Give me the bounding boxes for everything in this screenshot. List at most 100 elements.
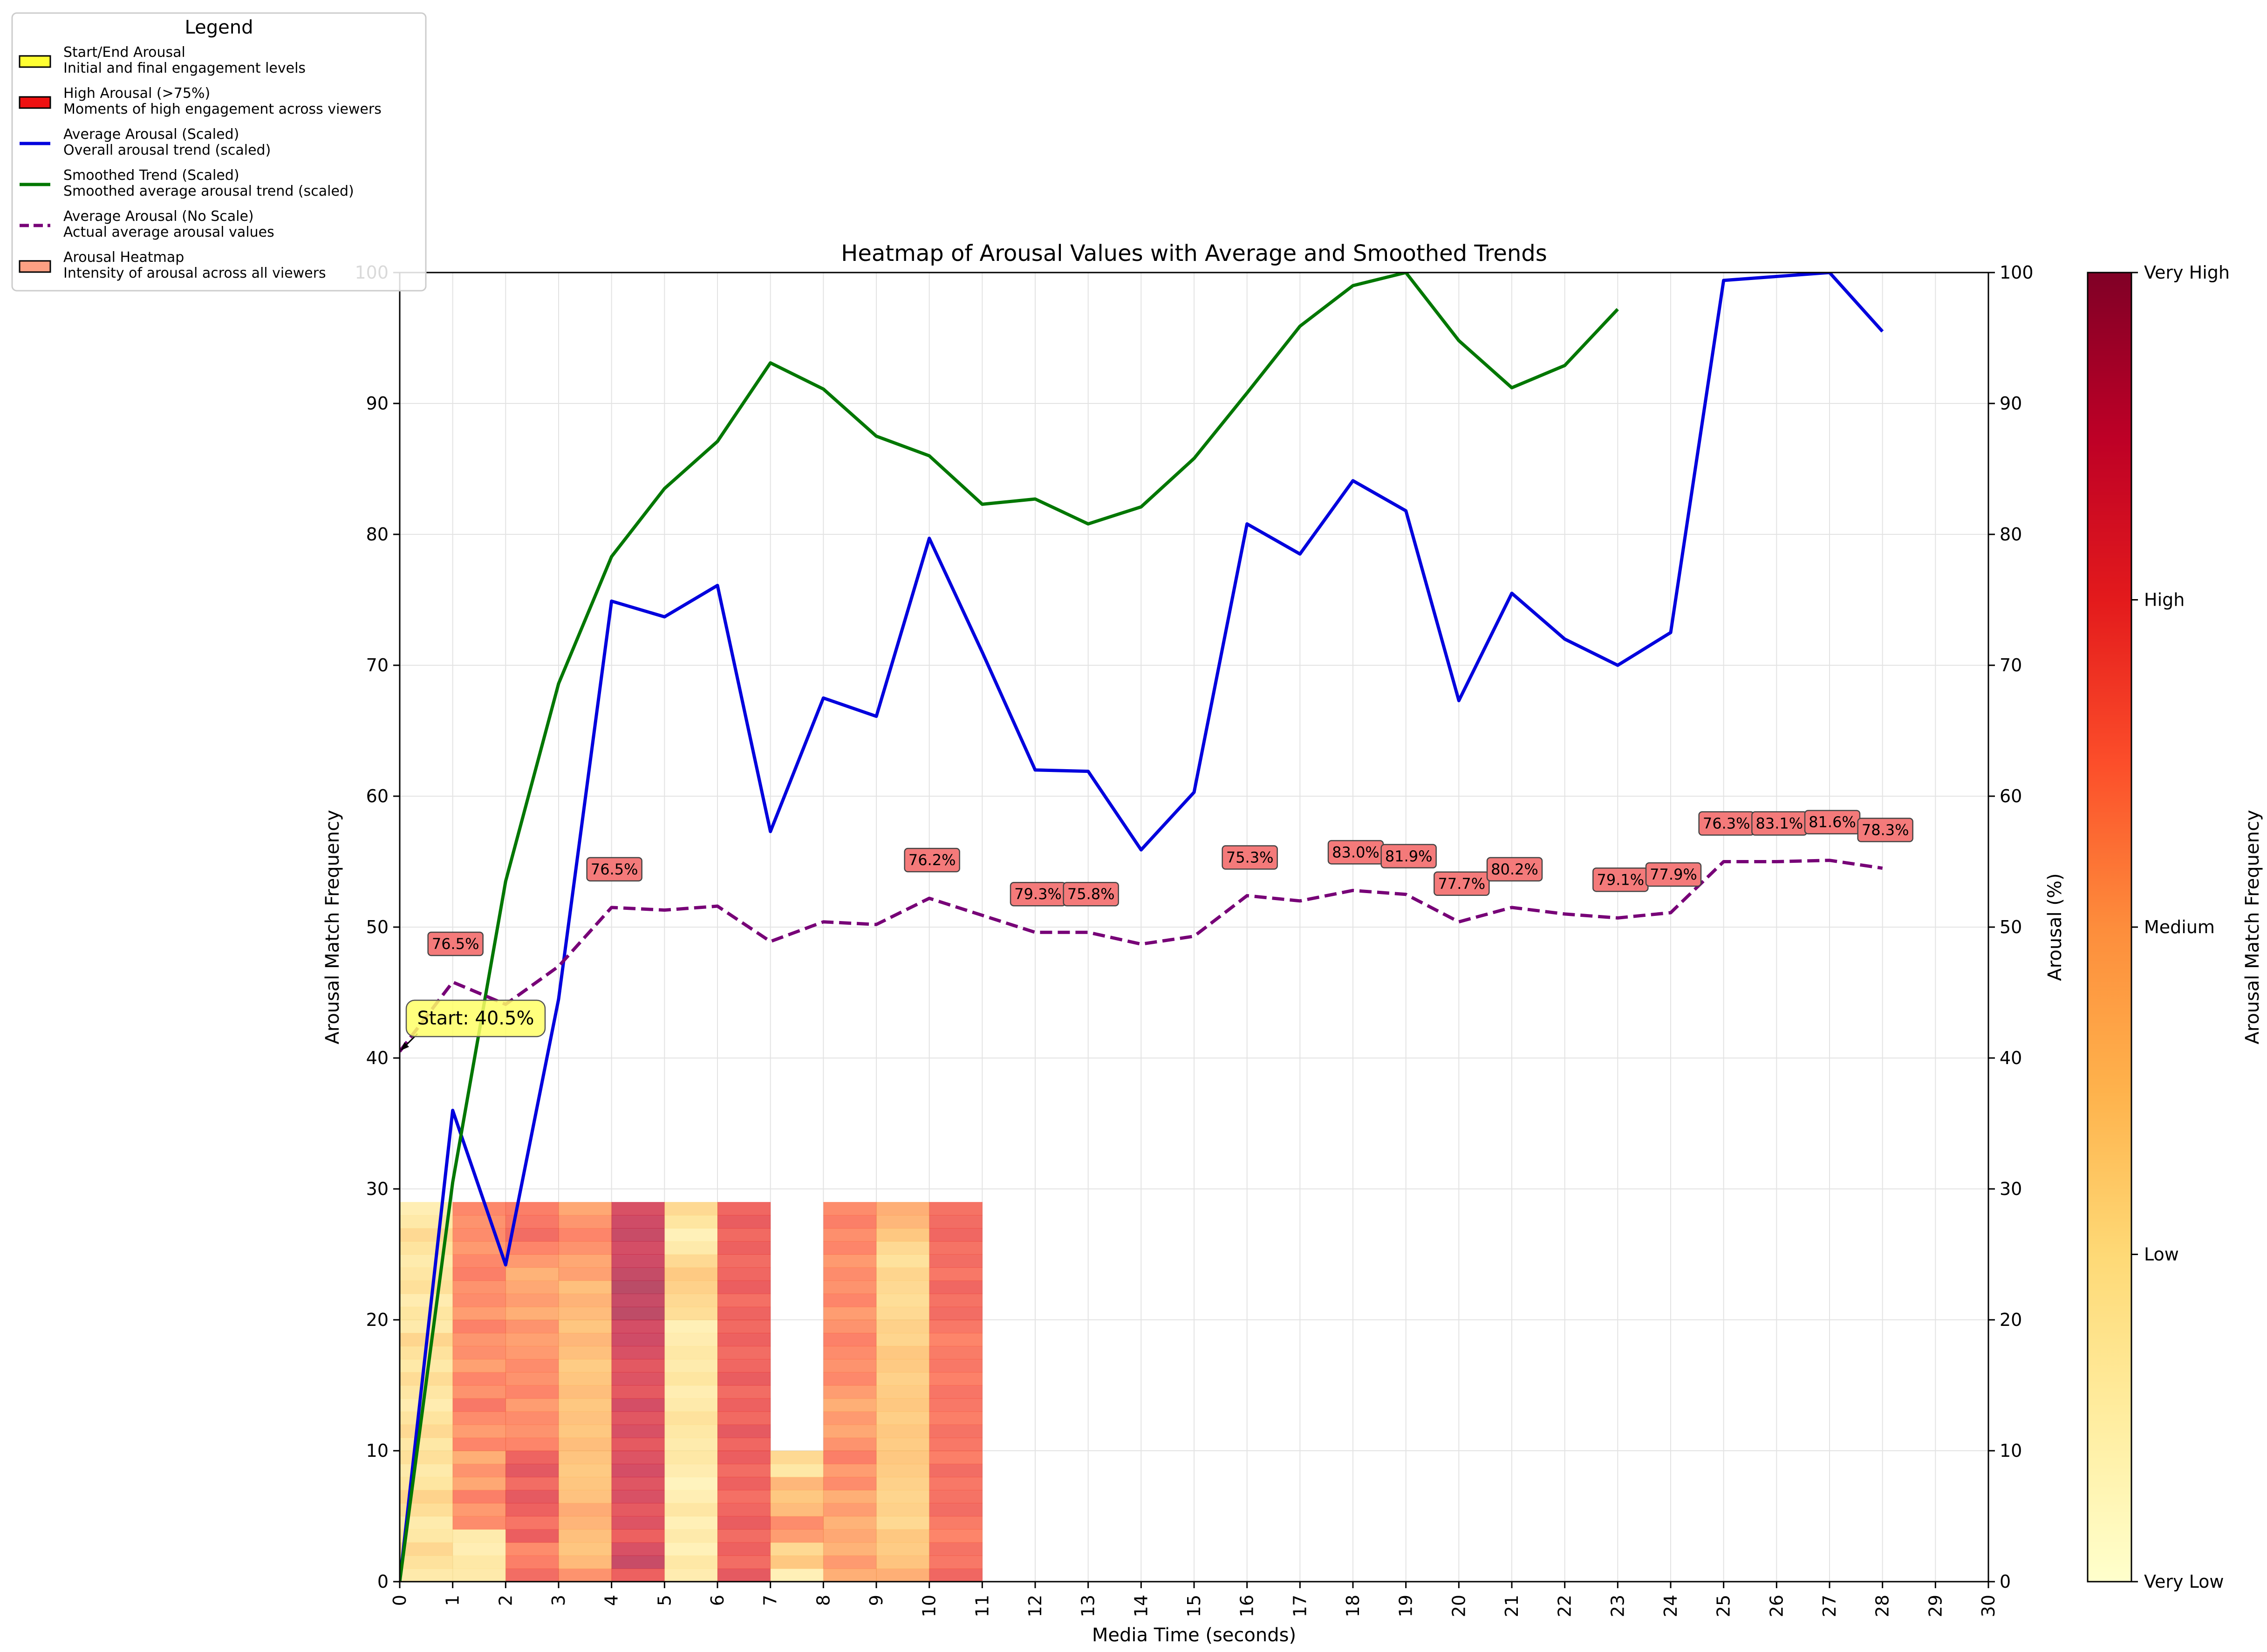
heatmap-cell	[559, 1202, 612, 1215]
heatmap-cell	[823, 1398, 877, 1412]
heatmap-cell	[452, 1215, 506, 1229]
heatmap-cell	[611, 1490, 665, 1503]
heatmap-cell	[717, 1398, 771, 1412]
legend-entry: Average Arousal (No Scale)Actual average…	[20, 208, 274, 240]
high-arousal-annotation: 81.6%	[1804, 810, 1861, 834]
series-layer	[400, 273, 1884, 1582]
heatmap-cell	[876, 1490, 930, 1503]
legend-entry: High Arousal (>75%)Moments of high engag…	[19, 85, 382, 117]
heatmap-cell	[929, 1437, 983, 1451]
legend-entry: Average Arousal (Scaled)Overall arousal …	[20, 126, 271, 158]
heatmap-cell	[770, 1477, 824, 1490]
heatmap-cell	[505, 1306, 559, 1320]
annotation-label: 76.3%	[1703, 815, 1750, 833]
heatmap-cell	[611, 1346, 665, 1359]
high-arousal-annotation: 81.9%	[1380, 844, 1437, 868]
heatmap-cell	[823, 1424, 877, 1438]
x-tick-label: 16	[1237, 1595, 1257, 1617]
heatmap-cell	[452, 1306, 506, 1320]
heatmap-cell	[611, 1228, 665, 1242]
x-tick-label: 18	[1343, 1595, 1363, 1617]
heatmap-cell	[559, 1241, 612, 1255]
heatmap-cell	[717, 1215, 771, 1229]
annotation-label: 79.1%	[1597, 871, 1645, 888]
heatmap-cell	[876, 1359, 930, 1372]
high-arousal-annotation: 76.5%	[427, 931, 484, 956]
heatmap-cell	[929, 1477, 983, 1490]
heatmap-cell	[452, 1267, 506, 1281]
heatmap-cell	[400, 1202, 453, 1215]
heatmap-cell	[559, 1215, 612, 1229]
heatmap-cell	[929, 1424, 983, 1438]
heatmap-cell	[717, 1464, 771, 1477]
legend-label: Average Arousal (Scaled)	[63, 126, 239, 143]
y-tick-label-left: 70	[366, 655, 389, 676]
heatmap-cell	[664, 1516, 718, 1530]
heatmap-cell	[559, 1529, 612, 1543]
heatmap-cell	[929, 1451, 983, 1464]
heatmap-cell	[559, 1372, 612, 1386]
heatmap-cell	[559, 1267, 612, 1281]
heatmap-cell	[452, 1359, 506, 1372]
heatmap-cell	[452, 1372, 506, 1386]
heatmap-cell	[505, 1503, 559, 1516]
heatmap-cell	[717, 1451, 771, 1464]
heatmap-cell	[611, 1372, 665, 1386]
heatmap-cell	[559, 1359, 612, 1372]
heatmap-cell	[505, 1424, 559, 1438]
heatmap-cell	[823, 1464, 877, 1477]
heatmap-cell	[876, 1451, 930, 1464]
heatmap-cell	[400, 1398, 453, 1412]
x-tick-label: 10	[919, 1595, 940, 1617]
y-tick-label-left: 90	[366, 393, 389, 414]
heatmap-cell	[611, 1411, 665, 1425]
high-arousal-annotation: 80.2%	[1486, 857, 1543, 882]
heatmap-cell	[876, 1372, 930, 1386]
heatmap-cell	[559, 1411, 612, 1425]
heatmap-cell	[400, 1411, 453, 1425]
heatmap-cell	[400, 1254, 453, 1268]
high-arousal-annotation: 77.7%	[1434, 871, 1490, 896]
colorbar-tick-label: Medium	[2144, 917, 2215, 937]
legend-title: Legend	[185, 17, 253, 38]
x-tick-label: 21	[1502, 1595, 1522, 1617]
annotation-label: 78.3%	[1862, 821, 1909, 839]
legend-label: Smoothed Trend (Scaled)	[63, 167, 239, 184]
y-tick-label-right: 40	[2000, 1048, 2022, 1068]
heatmap-cell	[611, 1568, 665, 1582]
heatmap-cell	[929, 1529, 983, 1543]
heatmap-cell	[611, 1241, 665, 1255]
high-arousal-annotation: 83.1%	[1751, 811, 1808, 836]
heatmap-cell	[717, 1320, 771, 1333]
high-arousal-annotation: 75.8%	[1063, 881, 1119, 907]
heatmap-cell	[505, 1529, 559, 1543]
heatmap-cell	[505, 1437, 559, 1451]
x-tick-label: 28	[1872, 1595, 1893, 1617]
heatmap-cell	[400, 1306, 453, 1320]
heatmap-cell	[823, 1385, 877, 1399]
heatmap-cell	[611, 1215, 665, 1229]
y-tick-label-right: 100	[2000, 262, 2034, 283]
heatmap-cell	[876, 1437, 930, 1451]
heatmap-cell	[717, 1542, 771, 1556]
heatmap-cell	[452, 1477, 506, 1490]
heatmap-cell	[823, 1254, 877, 1268]
heatmap-cell	[929, 1464, 983, 1477]
heatmap-cell	[452, 1490, 506, 1503]
x-tick-label: 19	[1396, 1595, 1416, 1617]
heatmap-cell	[611, 1267, 665, 1281]
heatmap-cell	[717, 1516, 771, 1530]
heatmap-cell	[611, 1293, 665, 1307]
x-tick-label: 1	[443, 1595, 463, 1606]
annotation-label: 76.5%	[432, 935, 479, 953]
chart-title: Heatmap of Arousal Values with Average a…	[841, 240, 1547, 266]
y-tick-label-right: 70	[2000, 655, 2022, 676]
y-tick-label-right: 60	[2000, 786, 2022, 806]
heatmap-cell	[505, 1280, 559, 1294]
heatmap-cell	[559, 1464, 612, 1477]
heatmap-cell	[505, 1346, 559, 1359]
heatmap-cell	[664, 1424, 718, 1438]
heatmap-cell	[717, 1293, 771, 1307]
heatmap-cell	[929, 1346, 983, 1359]
colorbar-tick-label: High	[2144, 590, 2185, 610]
